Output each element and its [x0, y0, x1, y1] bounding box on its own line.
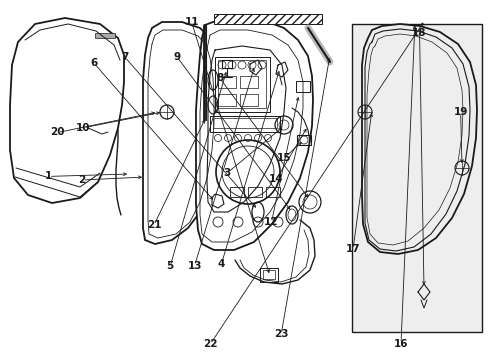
Bar: [295, 81, 309, 92]
Text: 15: 15: [276, 153, 290, 163]
Bar: [218, 76, 236, 88]
Text: 14: 14: [268, 174, 283, 184]
Text: 20: 20: [50, 127, 65, 138]
Bar: [240, 76, 258, 88]
Bar: [351, 24, 481, 332]
Bar: [265, 187, 280, 197]
Bar: [213, 118, 276, 128]
Text: 22: 22: [203, 339, 217, 349]
Text: 19: 19: [452, 107, 467, 117]
Text: 13: 13: [187, 261, 202, 271]
Text: 4: 4: [217, 258, 225, 269]
Polygon shape: [10, 18, 124, 203]
Text: 17: 17: [345, 244, 360, 254]
Text: 5: 5: [166, 261, 173, 271]
Text: 11: 11: [184, 17, 199, 27]
Polygon shape: [196, 20, 312, 250]
Text: 3: 3: [224, 168, 230, 178]
Bar: [218, 94, 236, 106]
Polygon shape: [142, 22, 220, 244]
Bar: [215, 57, 269, 112]
Text: 2: 2: [79, 175, 85, 185]
Text: 18: 18: [411, 28, 426, 38]
Text: 10: 10: [76, 123, 90, 133]
Bar: [263, 270, 274, 279]
Polygon shape: [361, 24, 476, 254]
Bar: [260, 268, 278, 282]
Bar: [247, 187, 262, 197]
Bar: [229, 187, 244, 197]
Bar: [209, 116, 280, 132]
Text: 21: 21: [146, 220, 161, 230]
Text: 1: 1: [45, 171, 52, 181]
Bar: [95, 33, 115, 38]
Text: 23: 23: [273, 329, 288, 339]
Text: 12: 12: [264, 217, 278, 228]
Text: 6: 6: [90, 58, 97, 68]
Text: 7: 7: [121, 52, 128, 62]
Bar: [218, 60, 265, 108]
Bar: [296, 135, 310, 145]
Bar: [222, 60, 231, 68]
Text: 8: 8: [216, 73, 223, 84]
Text: 16: 16: [393, 339, 407, 349]
Bar: [240, 94, 258, 106]
Text: 9: 9: [173, 52, 180, 62]
Bar: [214, 14, 321, 24]
